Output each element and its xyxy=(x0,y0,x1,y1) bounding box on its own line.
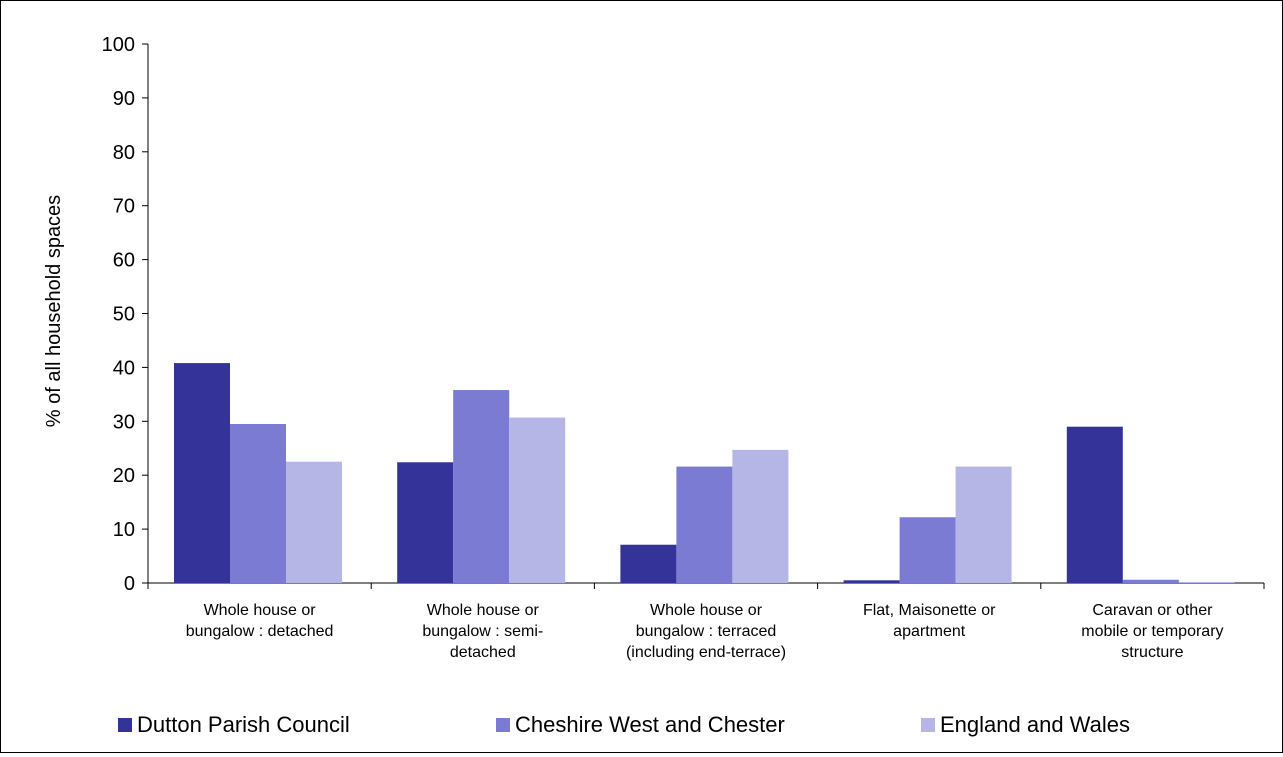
y-axis-label: % of all household spaces xyxy=(43,195,65,427)
y-tick-label: 10 xyxy=(113,519,135,541)
axes: 0 10 20 30 40 50 60 70 80 90 100 Whole house or bung… xyxy=(102,34,1265,661)
y-tick-label: 80 xyxy=(113,142,135,164)
bars xyxy=(174,363,1235,583)
bar-cheshire-west-and-chester-1 xyxy=(230,423,286,583)
bar-england-and-wales-1 xyxy=(286,461,342,583)
bar-cheshire-west-and-chester-4 xyxy=(899,517,956,583)
y-tick-label: 50 xyxy=(113,304,135,326)
legend-label: Dutton Parish Council xyxy=(137,712,350,737)
legend-swatch xyxy=(921,718,935,732)
y-tick-label: 90 xyxy=(113,88,135,110)
y-tick-label: 30 xyxy=(113,411,135,433)
y-tick-label: 20 xyxy=(113,465,135,487)
x-tick-label: Caravan or other mobile or temporary struc… xyxy=(1081,602,1223,661)
bar-dutton-parish-council-5 xyxy=(1066,426,1123,583)
y-tick-label: 60 xyxy=(113,250,135,272)
bar-cheshire-west-and-chester-5 xyxy=(1122,579,1179,583)
bar-dutton-parish-council-2 xyxy=(397,462,454,583)
x-tick-label: Whole house or bungalow : detached xyxy=(186,602,334,640)
y-tick-label: 0 xyxy=(124,573,135,595)
y-tick-label: 40 xyxy=(113,357,135,379)
bar-dutton-parish-council-3 xyxy=(620,544,677,583)
legend-swatch xyxy=(496,718,510,732)
axis-labels: % of all household spaces xyxy=(43,195,65,427)
bar-dutton-parish-council-1 xyxy=(174,363,230,583)
bar-england-and-wales-3 xyxy=(732,449,789,583)
x-tick-label: Whole house or bungalow : semi-detached xyxy=(422,602,543,661)
bar-cheshire-west-and-chester-2 xyxy=(453,390,510,583)
legend-label: Cheshire West and Chester xyxy=(515,712,785,737)
bar-england-and-wales-4 xyxy=(955,466,1012,583)
y-tick-label: 100 xyxy=(102,34,135,56)
legend-swatch xyxy=(118,718,132,732)
bar-england-and-wales-5 xyxy=(1178,581,1235,583)
bar-england-and-wales-2 xyxy=(509,417,566,583)
x-tick-label: Whole house or bungalow : terraced (includ… xyxy=(626,602,786,661)
legend: Dutton Parish Council Cheshire West and C… xyxy=(118,712,1130,737)
legend-label: England and Wales xyxy=(940,712,1130,737)
bar-cheshire-west-and-chester-3 xyxy=(676,466,733,583)
bar-dutton-parish-council-4 xyxy=(843,580,900,583)
x-tick-label: Flat, Maisonette or apartment xyxy=(863,602,996,640)
y-tick-label: 70 xyxy=(113,196,135,218)
